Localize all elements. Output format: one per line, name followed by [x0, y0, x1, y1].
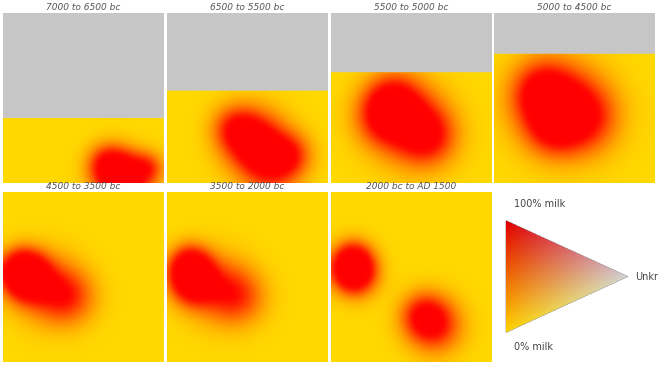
- Title: 3500 to 2000 bc: 3500 to 2000 bc: [210, 182, 284, 191]
- Title: 7000 to 6500 bc: 7000 to 6500 bc: [46, 3, 120, 12]
- Text: 100% milk: 100% milk: [513, 199, 565, 209]
- Title: 5500 to 5000 bc: 5500 to 5000 bc: [374, 3, 448, 12]
- Title: 2000 bc to AD 1500: 2000 bc to AD 1500: [366, 182, 456, 191]
- Title: 4500 to 3500 bc: 4500 to 3500 bc: [46, 182, 120, 191]
- Title: 6500 to 5500 bc: 6500 to 5500 bc: [210, 3, 284, 12]
- Title: 5000 to 4500 bc: 5000 to 4500 bc: [538, 3, 612, 12]
- Text: Unknown: Unknown: [636, 272, 658, 282]
- Text: 0% milk: 0% milk: [513, 342, 553, 352]
